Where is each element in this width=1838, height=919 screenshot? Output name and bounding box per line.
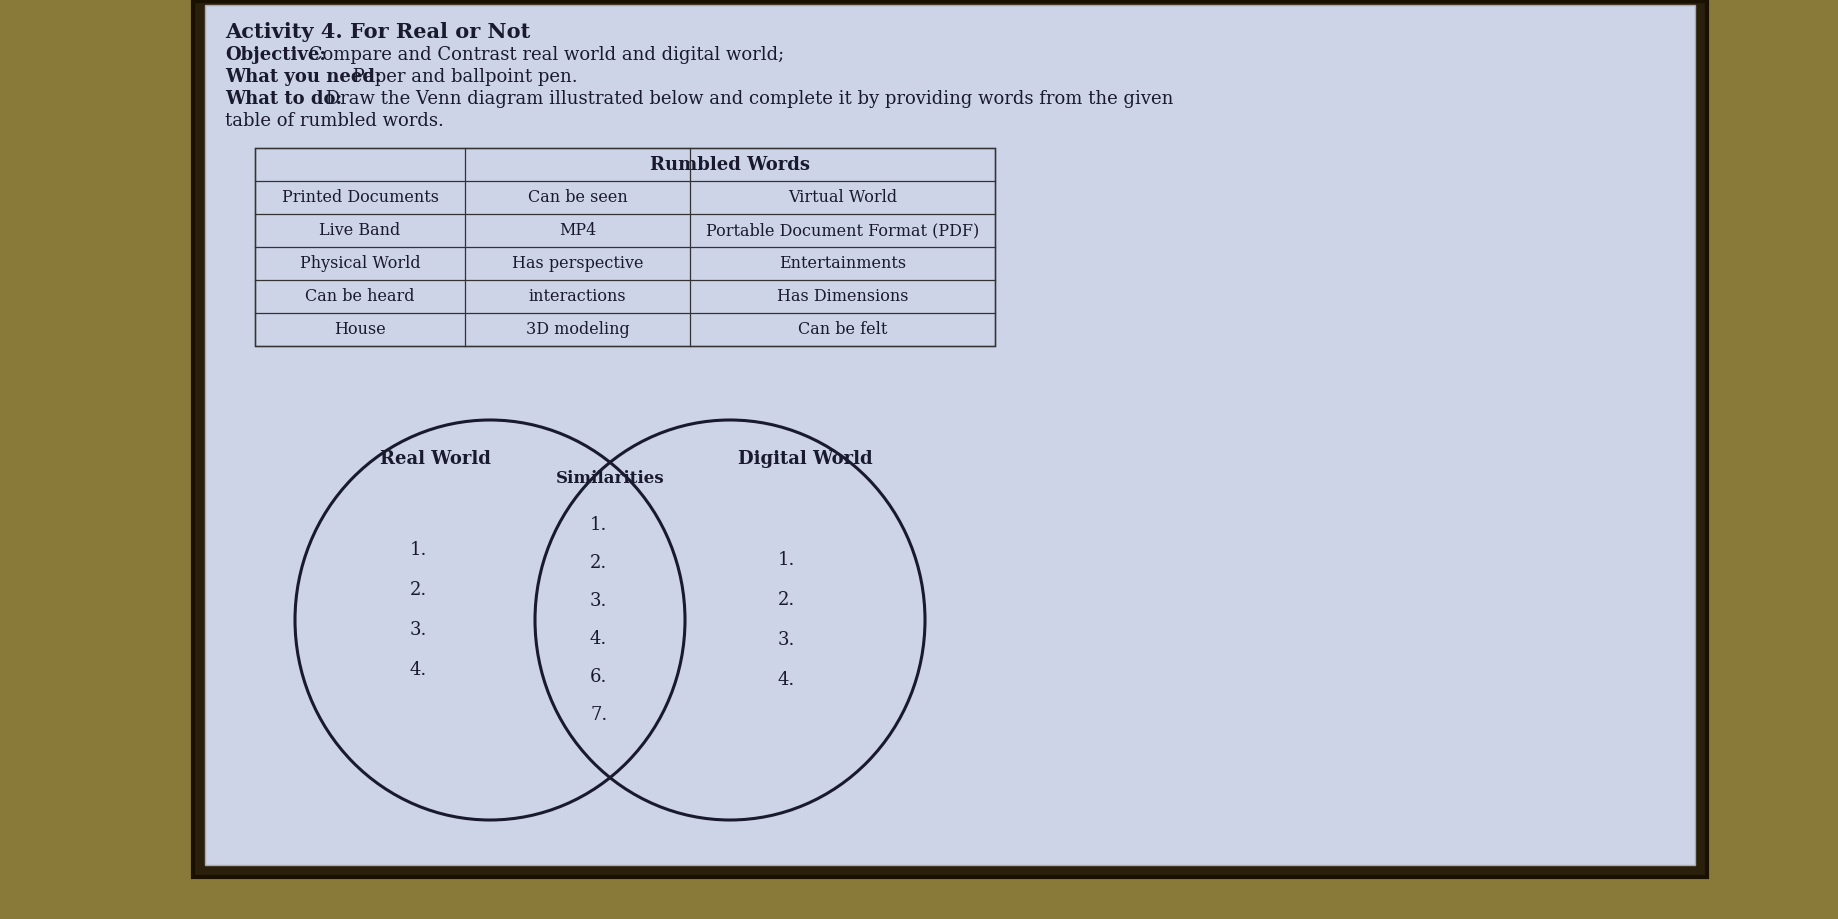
Text: Can be heard: Can be heard	[305, 288, 415, 305]
Text: Paper and ballpoint pen.: Paper and ballpoint pen.	[347, 68, 577, 86]
Text: Physical World: Physical World	[300, 255, 421, 272]
Text: table of rumbled words.: table of rumbled words.	[224, 112, 443, 130]
Text: MP4: MP4	[559, 222, 596, 239]
Text: What you need:: What you need:	[224, 68, 382, 86]
Text: 4.: 4.	[410, 661, 426, 679]
Text: Compare and Contrast real world and digital world;: Compare and Contrast real world and digi…	[303, 46, 785, 64]
Text: Virtual World: Virtual World	[789, 189, 897, 206]
FancyBboxPatch shape	[193, 1, 1708, 877]
Text: Real World: Real World	[380, 450, 491, 468]
Text: 6.: 6.	[590, 668, 607, 686]
Text: 3.: 3.	[777, 631, 796, 649]
Text: interactions: interactions	[529, 288, 627, 305]
Text: Rumbled Words: Rumbled Words	[651, 155, 811, 174]
Text: 1.: 1.	[590, 516, 607, 534]
Text: Has Dimensions: Has Dimensions	[777, 288, 908, 305]
Text: Entertainments: Entertainments	[779, 255, 906, 272]
Text: 3D modeling: 3D modeling	[526, 321, 629, 338]
Text: Printed Documents: Printed Documents	[281, 189, 439, 206]
Text: 2.: 2.	[590, 554, 607, 572]
Text: House: House	[335, 321, 386, 338]
Text: 1.: 1.	[410, 541, 428, 559]
Text: Can be felt: Can be felt	[798, 321, 888, 338]
Text: Can be seen: Can be seen	[528, 189, 627, 206]
Text: Activity 4. For Real or Not: Activity 4. For Real or Not	[224, 22, 529, 42]
Text: Has perspective: Has perspective	[511, 255, 643, 272]
Text: Portable Document Format (PDF): Portable Document Format (PDF)	[706, 222, 980, 239]
Text: 4.: 4.	[777, 671, 796, 689]
Text: 2.: 2.	[410, 581, 426, 599]
Text: Live Band: Live Band	[320, 222, 401, 239]
Text: Draw the Venn diagram illustrated below and complete it by providing words from : Draw the Venn diagram illustrated below …	[320, 90, 1173, 108]
Text: 1.: 1.	[777, 551, 796, 569]
Text: 7.: 7.	[590, 706, 607, 724]
Text: Similarities: Similarities	[555, 470, 664, 487]
Text: 3.: 3.	[590, 592, 607, 610]
FancyBboxPatch shape	[206, 5, 1695, 865]
Text: 4.: 4.	[590, 630, 607, 648]
Text: What to do:: What to do:	[224, 90, 342, 108]
Text: 3.: 3.	[410, 621, 428, 639]
Text: 2.: 2.	[777, 591, 796, 609]
Text: Objective:: Objective:	[224, 46, 325, 64]
FancyBboxPatch shape	[255, 148, 994, 346]
Text: Digital World: Digital World	[737, 450, 873, 468]
